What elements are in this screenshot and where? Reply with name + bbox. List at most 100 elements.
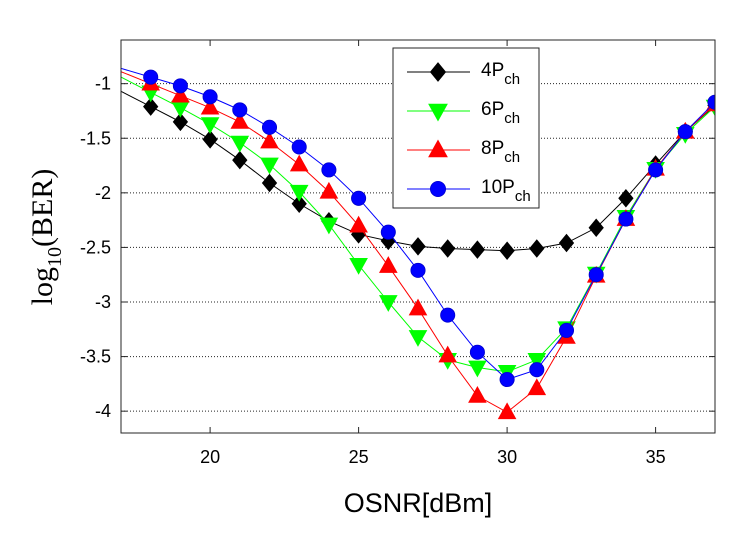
data-point: [410, 237, 426, 256]
data-point: [677, 124, 693, 140]
data-point: [232, 102, 248, 118]
data-point: [171, 100, 190, 118]
y-tick-label: -3: [95, 292, 111, 312]
data-point: [319, 217, 339, 235]
data-point: [378, 295, 398, 312]
data-point: [378, 256, 398, 273]
data-point: [408, 298, 428, 316]
data-point: [291, 139, 307, 155]
data-point: [707, 94, 715, 110]
data-point: [440, 307, 456, 323]
data-point: [143, 69, 159, 85]
data-point: [618, 189, 634, 208]
legend-label-main: 10P: [481, 177, 515, 198]
data-point: [202, 130, 218, 149]
data-point: [230, 111, 250, 129]
y-tick-label: -2.5: [80, 237, 111, 257]
legend-item-4pch: 4Pch: [407, 60, 520, 88]
legend-label-subscript: ch: [504, 110, 520, 127]
x-tick-label: 35: [646, 447, 666, 467]
data-point: [469, 240, 486, 259]
data-point: [261, 119, 278, 135]
data-point: [529, 362, 545, 378]
data-point: [349, 215, 368, 233]
data-point: [202, 89, 218, 105]
data-point: [230, 135, 250, 153]
legend-label-subscript: ch: [504, 149, 520, 166]
y-tick-label: -2: [95, 183, 111, 203]
data-point: [232, 150, 248, 170]
data-point: [410, 262, 426, 278]
y-tick-label: -3.5: [80, 347, 111, 367]
y-axis-label-subscript: 10: [44, 247, 66, 267]
data-point: [527, 378, 547, 396]
data-point: [499, 371, 515, 388]
y-axis-label-suffix: (BER): [26, 169, 59, 247]
legend-label-main: 8P: [481, 138, 504, 159]
series-10pch: [121, 67, 715, 388]
x-tick-label: 30: [497, 447, 517, 467]
data-point: [558, 233, 575, 253]
data-point: [172, 112, 189, 132]
data-point: [468, 360, 487, 378]
y-axis-label-prefix: log: [26, 267, 59, 305]
axis-ticks: -1 -1.5 -2 -2.5 -3 -3.5 -4 20 25 30 35: [80, 40, 715, 467]
x-tick-label: 25: [349, 447, 369, 467]
data-point: [260, 131, 279, 149]
data-point: [200, 117, 220, 134]
legend-marker: [429, 180, 446, 197]
legend-label-subscript: ch: [504, 71, 520, 88]
data-point: [499, 241, 515, 260]
y-tick-label: -4: [95, 401, 111, 421]
data-point: [497, 402, 517, 420]
legend-label-subscript: ch: [515, 188, 531, 205]
data-point: [588, 267, 604, 283]
legend-item-10pch: 10Pch: [407, 177, 531, 205]
data-point: [529, 239, 545, 258]
data-point: [289, 154, 309, 172]
legend-box: [392, 47, 540, 209]
data-point: [438, 345, 458, 363]
data-point: [527, 352, 547, 370]
data-point: [469, 344, 485, 360]
data-point: [468, 386, 487, 403]
legend-marker: [428, 103, 448, 122]
data-point: [291, 194, 307, 214]
x-axis-label: OSNR[dBm]: [344, 488, 493, 518]
data-point: [408, 330, 428, 347]
data-point: [172, 78, 188, 94]
data-point: [319, 181, 339, 199]
data-point: [440, 239, 456, 258]
data-point: [289, 184, 309, 202]
data-point: [618, 211, 634, 227]
data-point: [351, 190, 367, 206]
data-point: [648, 162, 664, 178]
y-axis-label: log10(BER): [26, 169, 66, 306]
legend-label: 4Pch: [481, 60, 520, 88]
plot-frame: [120, 39, 716, 434]
data-point: [321, 162, 337, 178]
data-point: [588, 218, 604, 238]
legend-label: 8Pch: [481, 138, 520, 166]
data-point: [380, 224, 396, 240]
data-point: [261, 173, 278, 193]
series-layer: [121, 67, 715, 420]
legend-label: 6Pch: [481, 99, 520, 127]
legend-item-8pch: 8Pch: [407, 138, 520, 166]
data-point: [558, 322, 575, 338]
data-point: [143, 97, 159, 116]
legend-label-main: 4P: [481, 60, 504, 81]
x-tick-label: 20: [200, 447, 220, 467]
series-4pch: [121, 90, 715, 260]
data-point: [200, 97, 220, 115]
y-tick-label: -1: [95, 74, 111, 94]
legend-label-main: 6P: [481, 99, 504, 120]
legend-marker: [428, 139, 448, 158]
legend-item-6pch: 6Pch: [407, 99, 520, 127]
data-point: [260, 157, 279, 175]
legend-label: 10Pch: [481, 177, 531, 205]
y-tick-label: -1.5: [80, 128, 111, 148]
legend-marker: [429, 62, 447, 82]
